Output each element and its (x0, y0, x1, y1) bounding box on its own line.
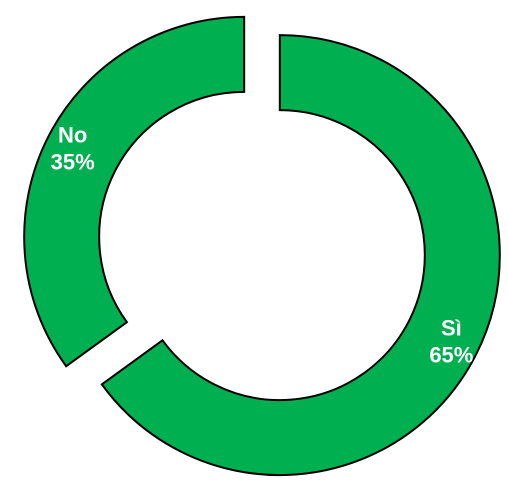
slice-value-label: 35% (51, 149, 95, 174)
slice-label: Sì (441, 315, 462, 340)
slice (100, 34, 501, 477)
slice (23, 15, 246, 368)
slice-label: No (58, 122, 87, 147)
slice-value-label: 65% (429, 342, 473, 367)
